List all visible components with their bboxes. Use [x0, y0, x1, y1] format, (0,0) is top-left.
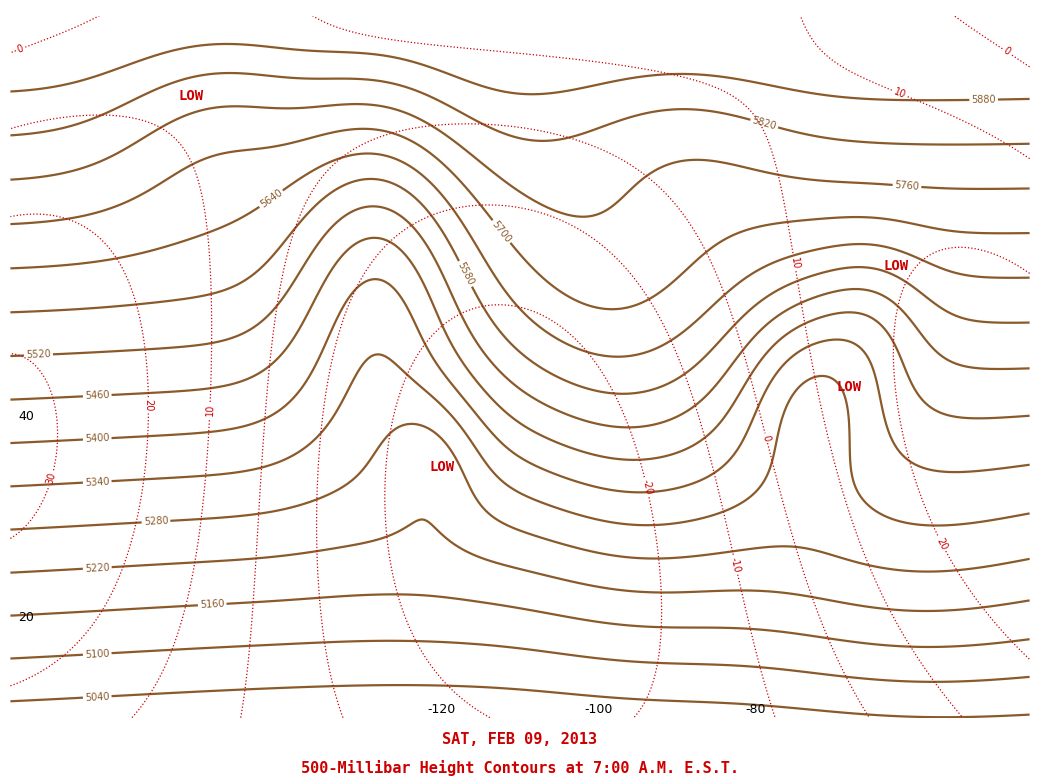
Text: 5460: 5460: [84, 390, 110, 401]
Text: 5040: 5040: [84, 691, 110, 703]
Text: 5280: 5280: [144, 516, 168, 527]
Text: 10: 10: [788, 257, 801, 270]
Text: 20: 20: [144, 399, 154, 412]
Text: 5520: 5520: [26, 349, 51, 360]
Text: -120: -120: [427, 703, 456, 715]
Text: LOW: LOW: [430, 460, 454, 474]
Text: 10: 10: [891, 87, 907, 100]
Text: 5640: 5640: [258, 187, 284, 210]
Text: 5820: 5820: [751, 115, 778, 132]
Text: 10: 10: [205, 404, 215, 417]
Text: -20: -20: [641, 479, 653, 496]
Text: 0: 0: [760, 434, 772, 442]
Text: 20: 20: [935, 536, 950, 551]
Text: 40: 40: [19, 410, 34, 424]
Text: LOW: LOW: [884, 259, 909, 273]
Text: 5220: 5220: [84, 562, 110, 573]
Text: 20: 20: [19, 611, 34, 624]
Text: 5700: 5700: [490, 218, 513, 244]
Text: 0: 0: [16, 43, 25, 55]
Text: 5760: 5760: [894, 180, 919, 192]
Text: SAT, FEB 09, 2013: SAT, FEB 09, 2013: [442, 732, 598, 747]
Text: 500-Millibar Height Contours at 7:00 A.M. E.S.T.: 500-Millibar Height Contours at 7:00 A.M…: [301, 760, 739, 776]
Text: 5880: 5880: [971, 94, 996, 105]
Text: -80: -80: [745, 703, 765, 715]
Text: 30: 30: [45, 471, 58, 485]
Text: 5400: 5400: [84, 433, 110, 445]
Text: 5100: 5100: [84, 648, 110, 660]
Text: LOW: LOW: [837, 380, 862, 394]
Text: -100: -100: [584, 703, 613, 715]
Text: 5340: 5340: [84, 477, 110, 488]
Text: 5580: 5580: [456, 261, 475, 287]
Text: -10: -10: [729, 556, 743, 574]
Text: 0: 0: [1002, 46, 1012, 58]
Text: LOW: LOW: [178, 89, 203, 103]
Text: 5160: 5160: [200, 599, 225, 610]
